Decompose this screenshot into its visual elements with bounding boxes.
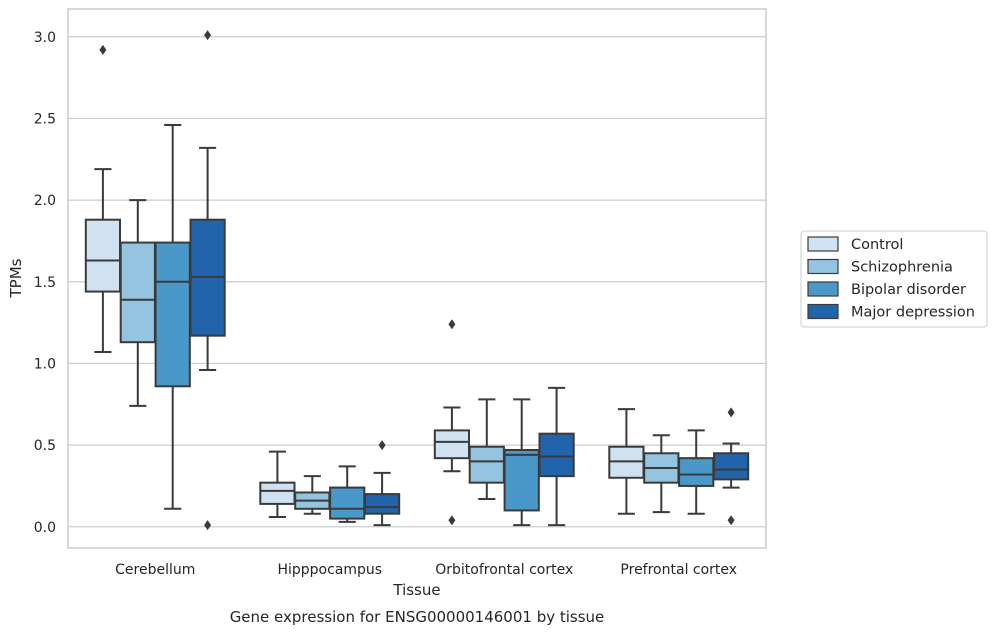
box-major-depression [538,386,575,527]
box-control [84,44,122,353]
box-layer [84,30,750,531]
box-major-depression [712,407,750,526]
legend-swatch [807,236,839,252]
legend-label: Control [851,237,903,253]
box-body [119,241,156,344]
x-tick-label: Hipppocampus [277,562,382,578]
y-tick-labels: 0.0 0.5 1.0 1.5 2.0 2.5 3.0 [34,30,56,536]
box-body [433,429,471,460]
legend-label: Bipolar disorder [851,282,966,298]
y-tick-label: 3.0 [34,30,56,46]
box-bipolar-disorder [154,123,191,510]
x-tick-labels: Cerebellum Hipppocampus Orbitofrontal cort… [115,562,737,578]
box-schizophrenia [468,398,505,500]
legend-label: Major depression [851,305,975,321]
box-body [678,457,715,487]
box-control [608,408,645,515]
y-tick-label: 2.0 [34,193,56,209]
outlier-marker [727,515,735,526]
x-axis-label: Tissue [392,581,440,599]
box-major-depression [363,440,401,527]
y-tick-label: 1.5 [34,275,56,291]
y-tick-label: 0.0 [34,520,56,536]
outlier-marker [99,44,107,55]
box-body [468,445,505,484]
legend-swatch [807,281,839,297]
box-body [84,218,122,293]
box-bipolar-disorder [503,398,540,527]
box-body [538,432,575,478]
x-tick-label: Orbitofrontal cortex [435,562,573,578]
box-control [433,319,471,526]
box-body [329,486,366,520]
box-bipolar-disorder [329,465,366,523]
box-schizophrenia [643,434,680,514]
box-body [712,452,750,481]
box-schizophrenia [119,199,156,407]
box-control [259,450,296,518]
y-axis-label: TPMs [7,258,25,298]
box-body [363,493,401,515]
outlier-marker [727,407,735,418]
outlier-marker [448,319,456,330]
x-tick-label: Prefrontal cortex [620,562,737,578]
chart-caption: Gene expression for ENSG00000146001 by t… [230,608,605,626]
box-bipolar-disorder [678,429,715,515]
legend-frame [800,230,988,328]
outlier-marker [378,440,386,451]
box-body [503,449,540,512]
outlier-marker [448,515,456,526]
legend-swatch [807,258,839,275]
box-schizophrenia [294,475,331,515]
outlier-marker [204,30,212,41]
legend-label: Schizophrenia [851,260,953,276]
box-major-depression [189,30,226,531]
box-body [154,241,191,388]
box-body [259,481,296,505]
legend-swatch [807,303,839,320]
x-tick-label: Cerebellum [115,562,195,578]
legend: Control Schizophrenia Bipolar disorder Majo… [800,230,988,328]
y-tick-label: 1.0 [34,356,56,372]
y-tick-label: 2.5 [34,111,56,127]
plot-frame [67,8,767,549]
outlier-marker [204,520,212,531]
y-tick-label: 0.5 [34,438,56,454]
